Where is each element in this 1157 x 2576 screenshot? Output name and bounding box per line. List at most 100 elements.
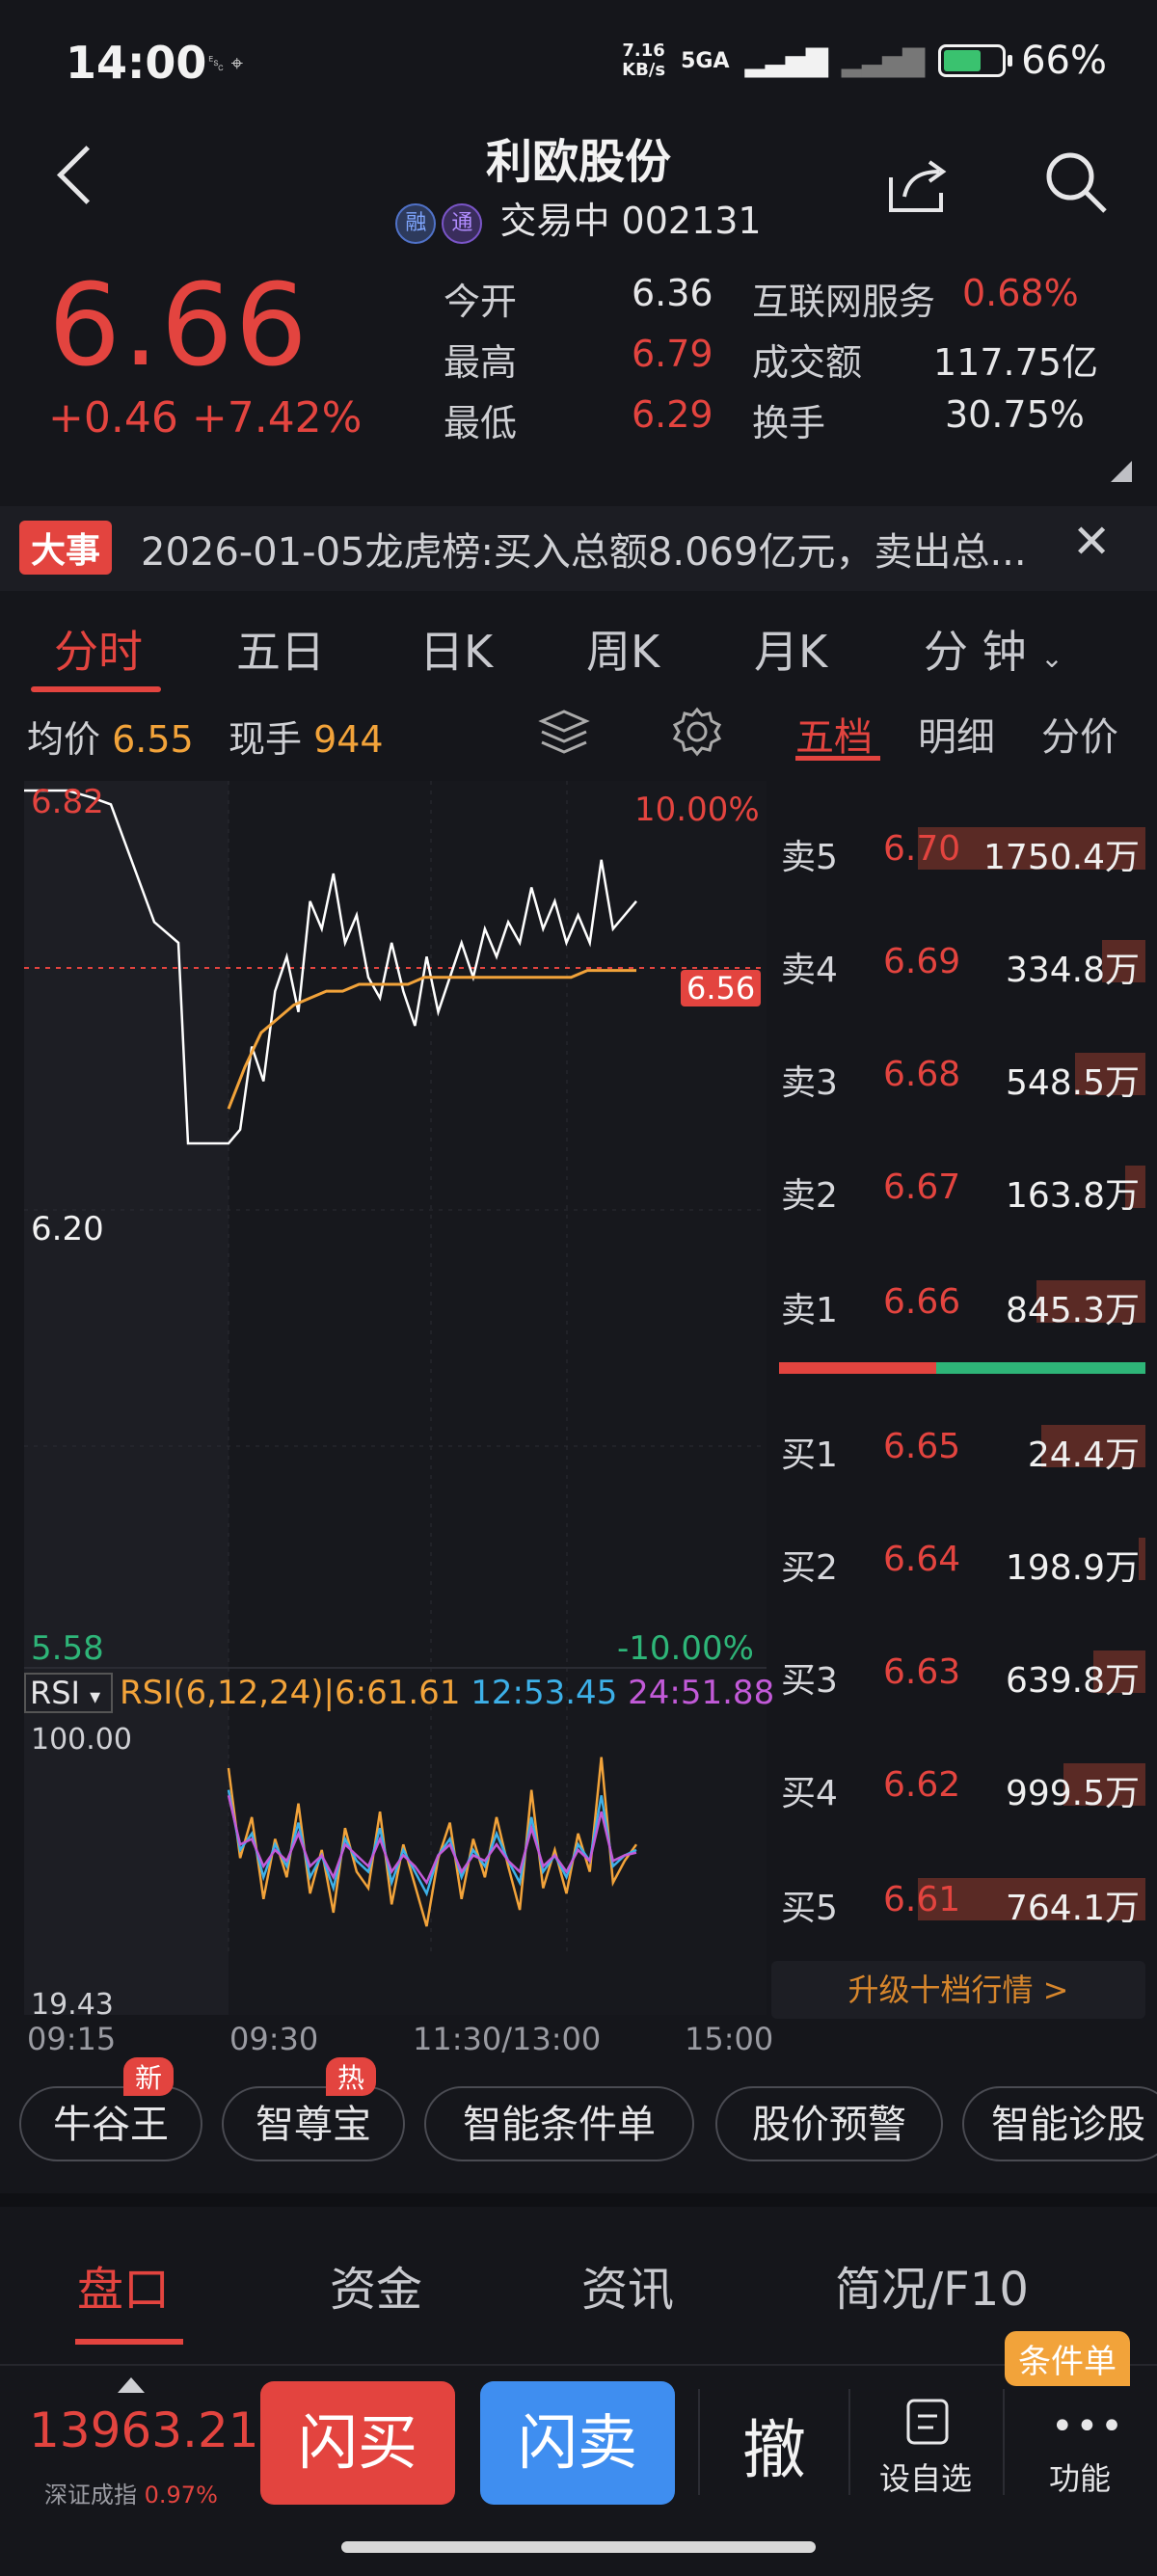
level-label: 买1 xyxy=(781,1436,838,1475)
watchlist-label[interactable]: 设自选 xyxy=(879,2460,973,2497)
shortcut-1[interactable]: 牛谷王 xyxy=(19,2086,202,2161)
close-icon[interactable]: ✕ xyxy=(1072,515,1112,569)
axis-price-mid: 6.20 xyxy=(31,1210,104,1248)
expand-corner-icon[interactable] xyxy=(1111,461,1132,482)
shortcut-label: 牛谷王 xyxy=(53,2103,169,2147)
level-label: 买3 xyxy=(781,1661,838,1701)
price-line xyxy=(24,789,637,1145)
signal-2-icon: ▂▃▅▇ xyxy=(841,43,925,78)
network-type: 5GA xyxy=(681,48,730,73)
tab-five-level[interactable]: 五档 xyxy=(795,715,873,760)
rsi-24-line xyxy=(227,1795,637,1886)
shortcut-4[interactable]: 股价预警 xyxy=(715,2086,943,2161)
rsi-6-line xyxy=(227,1757,638,1927)
bid-row-3[interactable]: 买3 6.63 639.8万 xyxy=(779,1650,1145,1701)
more-functions-label[interactable]: 功能 xyxy=(1049,2460,1112,2497)
gear-icon[interactable] xyxy=(671,706,723,758)
tab-monthly-k[interactable]: 月K xyxy=(754,626,828,678)
period-tabs xyxy=(0,601,1157,697)
level-volume: 24.4万 xyxy=(1027,1436,1140,1475)
tab-news[interactable]: 资讯 xyxy=(581,2263,675,2317)
tab-handicap[interactable]: 盘口 xyxy=(77,2263,171,2317)
layers-icon[interactable] xyxy=(538,706,590,758)
rsi-axis-bottom: 19.43 xyxy=(31,1988,114,2022)
news-banner[interactable] xyxy=(0,506,1157,591)
current-price-tag: 6.56 xyxy=(681,970,762,1006)
level-price: 6.65 xyxy=(883,1427,961,1466)
battery-level: 66% xyxy=(1021,39,1107,83)
sector-change: 0.68% xyxy=(962,272,1079,314)
shortcut-badge: 热 xyxy=(326,2057,377,2096)
shortcut-3[interactable]: 智能条件单 xyxy=(424,2086,694,2161)
rsi-values: RSI(6,12,24)|6:61.61 12:53.45 24:51.88 xyxy=(120,1674,775,1712)
tab-capital[interactable]: 资金 xyxy=(330,2263,423,2317)
bid-row-4[interactable]: 买4 6.62 999.5万 xyxy=(779,1763,1145,1813)
section-divider xyxy=(0,2193,1157,2207)
ask-row-3[interactable]: 卖3 6.68 548.5万 xyxy=(779,1053,1145,1103)
rsi-12-line xyxy=(227,1789,637,1897)
rsi-axis-top: 100.00 xyxy=(31,1723,132,1757)
volume-bar xyxy=(1036,1280,1145,1323)
shortcut-2[interactable]: 智尊宝 xyxy=(222,2086,405,2161)
quick-sell-button[interactable]: 闪卖 xyxy=(480,2381,675,2505)
index-up-arrow-icon xyxy=(118,2377,145,2393)
upgrade-level2-button[interactable]: 升级十档行情 > xyxy=(771,1961,1145,2019)
level-volume: 198.9万 xyxy=(1005,1548,1140,1588)
shortcut-5[interactable]: 智能诊股 xyxy=(962,2086,1157,2161)
bid-row-5[interactable]: 买5 6.61 764.1万 xyxy=(779,1878,1145,1928)
margin-badge: 融 xyxy=(395,202,437,244)
ask-row-1[interactable]: 卖5 6.70 1750.4万 xyxy=(779,827,1145,877)
level-volume: 764.1万 xyxy=(1005,1889,1140,1928)
tab-underline xyxy=(31,686,161,692)
bid-row-2[interactable]: 买2 6.64 198.9万 xyxy=(779,1538,1145,1588)
tab-intraday[interactable]: 分时 xyxy=(54,626,143,678)
level-volume: 334.8万 xyxy=(1005,951,1140,990)
sector-label[interactable]: 互联网服务 xyxy=(752,281,936,323)
bottom-tab-underline xyxy=(75,2339,183,2345)
volume-bar xyxy=(1138,1538,1145,1580)
ask-row-4[interactable]: 卖2 6.67 163.8万 xyxy=(779,1166,1145,1216)
battery-icon xyxy=(938,44,1013,77)
share-icon[interactable] xyxy=(885,154,953,216)
status-time: 14:00 xyxy=(66,37,207,89)
more-dots-icon[interactable]: ••• xyxy=(1051,2404,1125,2449)
time-label-open-call: 09:15 xyxy=(27,2021,117,2057)
index-value[interactable]: 13963.21 xyxy=(29,2402,259,2458)
tab-minute[interactable]: 分 钟 ⌄ xyxy=(924,626,1063,678)
search-icon[interactable] xyxy=(1043,149,1111,217)
level-volume: 1750.4万 xyxy=(983,838,1140,877)
tab-f10[interactable]: 简况/F10 xyxy=(835,2263,1029,2317)
news-text[interactable]: 2026-01-05龙虎榜:买入总额8.069亿元，卖出总... xyxy=(141,530,1027,575)
ask-row-2[interactable]: 卖4 6.69 334.8万 xyxy=(779,940,1145,990)
chart-info: 均价 6.55 现手 944 xyxy=(27,718,384,761)
tab-detail[interactable]: 明细 xyxy=(918,715,995,760)
bid-row-1[interactable]: 买1 6.65 24.4万 xyxy=(779,1425,1145,1475)
volume-bar xyxy=(1074,1053,1145,1095)
signal-icon: ▂▃▅▇ xyxy=(744,43,828,78)
index-info: 深证成指 0.97% xyxy=(44,2482,218,2509)
trading-status: 交易中 002131 xyxy=(499,200,762,242)
level-label: 买5 xyxy=(781,1889,838,1928)
watchlist-icon[interactable] xyxy=(904,2397,951,2447)
net-speed: 7.16 KB/s xyxy=(622,40,666,80)
shortcut-label: 智能条件单 xyxy=(463,2103,656,2147)
condition-order-tag[interactable]: 条件单 xyxy=(1005,2331,1130,2386)
cancel-order-button[interactable]: 撤 xyxy=(742,2413,806,2487)
tab-price-dist[interactable]: 分价 xyxy=(1041,715,1118,760)
axis-pct-top: 10.00% xyxy=(634,791,760,829)
ask-row-5[interactable]: 卖1 6.66 845.3万 xyxy=(779,1280,1145,1330)
low-label: 最低 xyxy=(444,402,518,444)
tab-daily-k[interactable]: 日K xyxy=(419,626,494,678)
caret-down-icon: ▾ xyxy=(90,1685,101,1709)
chevron-down-icon: ⌄ xyxy=(1040,642,1063,674)
level-price: 6.70 xyxy=(883,829,961,869)
tab-weekly-k[interactable]: 周K xyxy=(586,626,660,678)
level-volume: 999.5万 xyxy=(1005,1774,1140,1813)
tab-five-day[interactable]: 五日 xyxy=(236,626,325,678)
level-label: 卖2 xyxy=(781,1176,838,1216)
indicator-selector[interactable]: RSI ▾ xyxy=(24,1673,113,1713)
intraday-chart[interactable] xyxy=(24,781,767,2063)
quick-buy-button[interactable]: 闪买 xyxy=(260,2381,455,2505)
shortcut-label: 股价预警 xyxy=(752,2103,906,2147)
level-label: 买2 xyxy=(781,1548,838,1588)
